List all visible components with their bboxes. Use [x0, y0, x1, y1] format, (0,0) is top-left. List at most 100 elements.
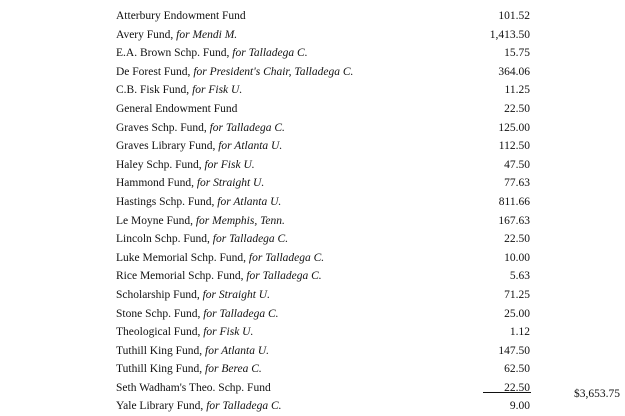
fund-amount: 22.50: [504, 381, 530, 394]
fund-name: Atterbury Endowment Fund: [116, 10, 246, 22]
fund-purpose: for Talladega C.: [203, 307, 279, 320]
fund-label: Theological Fund, for Fisk U.: [116, 323, 253, 342]
fund-purpose: for President's Chair, Talladega C.: [193, 65, 354, 78]
fund-name: C.B. Fisk Fund,: [116, 84, 193, 97]
fund-name: General Endowment Fund: [116, 102, 238, 115]
fund-amount: 101.52: [498, 10, 530, 22]
grand-total: $3,653.75: [574, 388, 620, 400]
fund-label: E.A. Brown Schp. Fund, for Talladega C.: [116, 44, 308, 63]
fund-row: Theological Fund, for Fisk U. 1.12: [0, 323, 625, 342]
sum-rule: [483, 392, 531, 393]
fund-label: General Endowment Fund: [116, 100, 237, 119]
fund-label: Hastings Schp. Fund, for Atlanta U.: [116, 193, 281, 212]
fund-name: Hastings Schp. Fund,: [116, 195, 218, 208]
fund-name: Tuthill King Fund,: [116, 344, 206, 357]
fund-amount: 10.00: [504, 251, 530, 264]
fund-amount: 1.12: [509, 326, 530, 339]
fund-purpose: for Talladega C.: [212, 233, 289, 246]
fund-label: Atterbury Endowment Fund: [116, 7, 246, 26]
fund-amount: 5.63: [509, 270, 530, 283]
fund-purpose: for Fisk U.: [192, 84, 243, 97]
fund-purpose: for Atlanta U.: [205, 344, 270, 357]
fund-row: C.B. Fisk Fund, for Fisk U. 11.25: [0, 81, 625, 100]
fund-label: De Forest Fund, for President's Chair, T…: [116, 63, 353, 82]
fund-label: Avery Fund, for Mendi M.: [116, 26, 237, 45]
fund-name: Theological Fund,: [116, 326, 204, 339]
fund-name: Stone Schp. Fund,: [116, 307, 204, 320]
fund-row: Luke Memorial Schp. Fund, for Talladega …: [0, 249, 625, 268]
fund-amount: 125.00: [498, 121, 530, 134]
fund-label: Graves Library Fund, for Atlanta U.: [116, 137, 282, 156]
fund-row: Hammond Fund, for Straight U. 77.63: [0, 174, 625, 193]
fund-name: Haley Schp. Fund,: [116, 158, 205, 171]
fund-row: De Forest Fund, for President's Chair, T…: [0, 63, 625, 82]
fund-name: Rice Memorial Schp. Fund,: [116, 270, 247, 283]
fund-label: Seth Wadham's Theo. Schp. Fund: [116, 379, 271, 398]
fund-amount: 811.66: [498, 195, 530, 208]
fund-name: E.A. Brown Schp. Fund,: [116, 47, 233, 60]
fund-row: Seth Wadham's Theo. Schp. Fund 22.50: [0, 379, 625, 398]
fund-name: Le Moyne Fund,: [116, 214, 196, 227]
fund-purpose: for Talladega C.: [209, 121, 285, 134]
fund-label: Rice Memorial Schp. Fund, for Talladega …: [116, 267, 322, 286]
fund-amount: 15.75: [504, 47, 530, 60]
fund-purpose: for Straight U.: [196, 177, 265, 190]
fund-amount: 47.50: [504, 158, 530, 171]
fund-name: De Forest Fund,: [116, 65, 194, 78]
fund-name: Seth Wadham's Theo. Schp. Fund: [116, 381, 271, 394]
fund-label: Haley Schp. Fund, for Fisk U.: [116, 156, 255, 175]
fund-label: Lincoln Schp. Fund, for Talladega C.: [116, 230, 288, 249]
fund-row: Haley Schp. Fund, for Fisk U. 47.50: [0, 156, 625, 175]
fund-label: Scholarship Fund, for Straight U.: [116, 286, 270, 305]
fund-amount: 22.50: [504, 233, 530, 246]
fund-name: Scholarship Fund,: [116, 288, 203, 301]
fund-amount: 167.63: [498, 214, 530, 227]
fund-purpose: for Memphis, Tenn.: [195, 214, 285, 227]
fund-amount: 11.25: [504, 84, 530, 97]
fund-amount: 22.50: [504, 102, 530, 115]
fund-row: General Endowment Fund 22.50: [0, 100, 625, 119]
fund-amount: 62.50: [504, 363, 530, 376]
fund-ledger: Atterbury Endowment Fund 101.52 Avery Fu…: [0, 7, 625, 416]
fund-label: Stone Schp. Fund, for Talladega C.: [116, 305, 279, 324]
fund-name: Lincoln Schp. Fund,: [116, 233, 213, 246]
fund-name: Graves Schp. Fund,: [116, 121, 210, 134]
fund-amount: 1,413.50: [489, 28, 530, 41]
fund-label: C.B. Fisk Fund, for Fisk U.: [116, 81, 242, 100]
fund-row: Rice Memorial Schp. Fund, for Talladega …: [0, 267, 625, 286]
fund-row: Lincoln Schp. Fund, for Talladega C. 22.…: [0, 230, 625, 249]
fund-amount: 112.50: [498, 140, 530, 153]
fund-row: Avery Fund, for Mendi M. 1,413.50: [0, 26, 625, 45]
fund-purpose: for Straight U.: [202, 288, 270, 301]
fund-purpose: for Mendi M.: [176, 28, 238, 41]
fund-row: Scholarship Fund, for Straight U. 71.25: [0, 286, 625, 305]
fund-row: E.A. Brown Schp. Fund, for Talladega C. …: [0, 44, 625, 63]
fund-purpose: for Atlanta U.: [218, 140, 283, 153]
fund-purpose: for Fisk U.: [204, 158, 255, 171]
fund-amount: 147.50: [498, 344, 530, 357]
fund-name: Tuthill King Fund,: [116, 363, 206, 376]
fund-row: Le Moyne Fund, for Memphis, Tenn. 167.63: [0, 212, 625, 231]
fund-row: Graves Schp. Fund, for Talladega C. 125.…: [0, 119, 625, 138]
total-section: $3,653.75: [0, 383, 625, 407]
fund-purpose: for Fisk U.: [203, 326, 254, 339]
fund-purpose: for Atlanta U.: [217, 195, 282, 208]
fund-label: Tuthill King Fund, for Atlanta U.: [116, 342, 269, 361]
fund-name: Graves Library Fund,: [116, 140, 219, 153]
fund-amount: 71.25: [504, 288, 530, 301]
fund-label: Le Moyne Fund, for Memphis, Tenn.: [116, 212, 285, 231]
fund-name: Avery Fund,: [116, 28, 177, 41]
fund-purpose: for Talladega C.: [232, 47, 308, 60]
fund-row: Tuthill King Fund, for Atlanta U. 147.50: [0, 342, 625, 361]
fund-purpose: for Talladega C.: [248, 251, 325, 264]
fund-row: Atterbury Endowment Fund 101.52: [0, 7, 625, 26]
fund-label: Luke Memorial Schp. Fund, for Talladega …: [116, 249, 324, 268]
fund-name: Luke Memorial Schp. Fund,: [116, 251, 249, 264]
fund-amount: 77.63: [504, 177, 530, 190]
fund-amount: 364.06: [498, 65, 530, 78]
fund-row: Stone Schp. Fund, for Talladega C. 25.00: [0, 305, 625, 324]
fund-label: Graves Schp. Fund, for Talladega C.: [116, 119, 285, 138]
fund-row: Graves Library Fund, for Atlanta U. 112.…: [0, 137, 625, 156]
fund-row: Hastings Schp. Fund, for Atlanta U. 811.…: [0, 193, 625, 212]
fund-row: Tuthill King Fund, for Berea C. 62.50: [0, 360, 625, 379]
